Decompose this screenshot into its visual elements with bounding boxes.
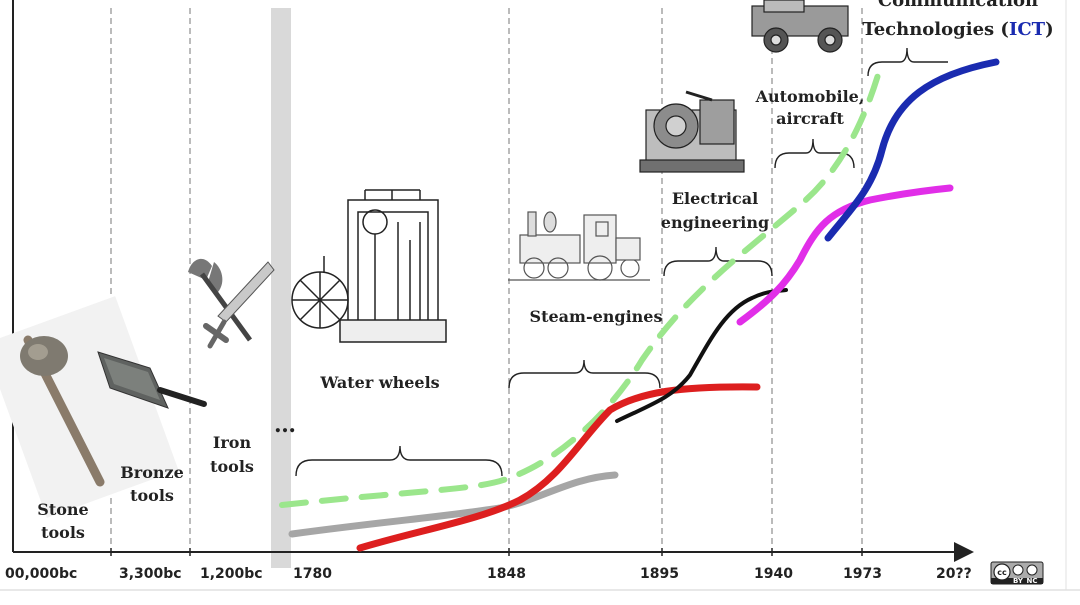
electric-generator-icon bbox=[639, 90, 745, 173]
axis-tick-labels: 00,000bc 3,300bc 1,200bc 1780 1848 1895 … bbox=[5, 566, 972, 582]
era-labels: Stone tools Bronze tools Iron tools Wate… bbox=[37, 0, 1053, 542]
ict-wave-curve bbox=[824, 58, 1000, 242]
bronze-tools-label-line1: Bronze bbox=[120, 463, 184, 482]
tick-label: 1848 bbox=[487, 566, 526, 582]
license-nc-label: NC bbox=[1027, 577, 1038, 585]
ict-brace bbox=[867, 47, 948, 77]
bronze-axe-icon bbox=[97, 351, 207, 409]
automobile-aircraft-label-line1: Automobile, bbox=[755, 87, 865, 106]
steam-engines-brace bbox=[508, 359, 661, 389]
stone-tools-label-line1: Stone bbox=[37, 500, 88, 519]
creative-commons-icon[interactable]: cc BY NC bbox=[990, 561, 1044, 585]
stone-tools-label-line2: tools bbox=[41, 523, 85, 542]
stone-axe-icon bbox=[0, 296, 179, 518]
ict-label-abbreviation: ICT bbox=[1009, 19, 1046, 40]
automobile-aircraft-label-line2: aircraft bbox=[776, 109, 844, 128]
vintage-car-icon bbox=[751, 0, 849, 53]
non-commercial-icon bbox=[1026, 564, 1038, 576]
cc-badge-text: cc bbox=[997, 568, 1007, 577]
tick-label: 1973 bbox=[843, 566, 882, 582]
ict-label-line2: Technologies (ICT) bbox=[862, 19, 1053, 40]
automobile-aircraft-wave-curve bbox=[736, 184, 954, 326]
cc-circle-icon bbox=[993, 563, 1011, 581]
tick-label: 1940 bbox=[754, 566, 793, 582]
water-wheels-brace bbox=[295, 445, 503, 477]
ict-label-line1: Communication bbox=[878, 0, 1038, 11]
ict-label-suffix: ) bbox=[1045, 19, 1054, 40]
electrical-engineering-wave-curve bbox=[615, 288, 788, 423]
wave-curves bbox=[279, 58, 1000, 552]
tick-label: 1780 bbox=[293, 566, 332, 582]
steam-engines-label: Steam-engines bbox=[530, 307, 663, 326]
tick-label: 20?? bbox=[936, 566, 972, 582]
overall-growth-trend-curve bbox=[279, 72, 881, 508]
tick-label: 1895 bbox=[640, 566, 679, 582]
tick-label: 00,000bc bbox=[5, 566, 77, 582]
tick-label: 3,300bc bbox=[119, 566, 182, 582]
water-wheels-label: Water wheels bbox=[319, 373, 439, 392]
ict-label-prefix: Technologies ( bbox=[862, 19, 1009, 40]
electrical-brace bbox=[663, 246, 773, 277]
electrical-engineering-label-line1: Electrical bbox=[672, 189, 758, 208]
electrical-engineering-label-line2: engineering bbox=[661, 213, 769, 232]
water-frame-icon bbox=[291, 189, 447, 343]
attribution-icon bbox=[1012, 564, 1024, 576]
iron-tools-label-line1: Iron bbox=[213, 433, 252, 452]
iron-tools-label-line2: tools bbox=[210, 457, 254, 476]
era-braces bbox=[295, 47, 948, 477]
iron-weapons-icon bbox=[188, 258, 275, 349]
bronze-tools-label-line2: tools bbox=[130, 486, 174, 505]
timeline-ellipsis: … bbox=[274, 412, 296, 438]
license-by-label: BY bbox=[1013, 577, 1024, 585]
steam-engines-wave-curve bbox=[356, 383, 761, 552]
axis-ticks bbox=[110, 548, 863, 556]
tick-label: 1,200bc bbox=[200, 566, 263, 582]
locomotive-icon bbox=[508, 211, 650, 281]
pre-industrial-separator-bar bbox=[271, 8, 291, 568]
